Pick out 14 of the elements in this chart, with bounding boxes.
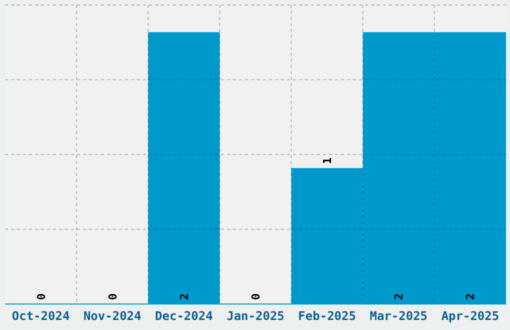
data-label: 0 [106, 293, 120, 300]
x-tick-label: Jan-2025 [226, 309, 284, 323]
x-tick-label: Dec-2024 [155, 309, 213, 323]
data-label: 1 [321, 157, 334, 164]
data-label: 0 [250, 293, 262, 300]
data-label: 2 [392, 293, 406, 300]
x-tick-label: Nov-2024 [83, 309, 142, 323]
x-tick-label: Mar-2025 [370, 309, 428, 323]
data-label: 0 [34, 293, 48, 300]
x-tick-label: Feb-2025 [298, 309, 356, 323]
data-label: 2 [464, 293, 478, 300]
data-label: 2 [178, 293, 191, 300]
x-tick-label: Oct-2024 [12, 309, 70, 323]
x-tick-label: Apr-2025 [441, 309, 500, 323]
